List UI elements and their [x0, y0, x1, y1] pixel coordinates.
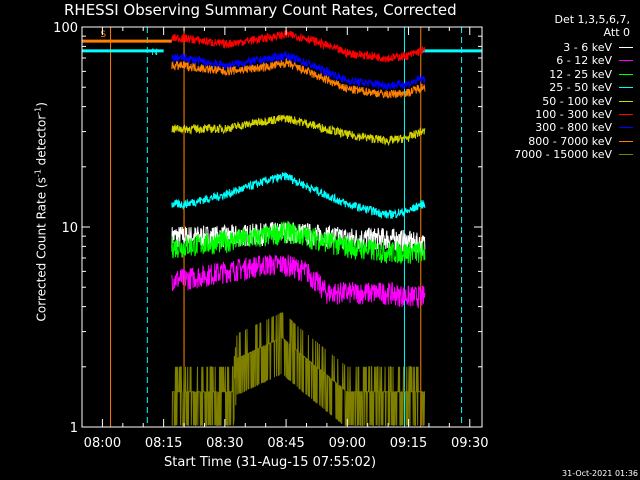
legend: 3 - 6 keV 6 - 12 keV 12 - 25 keV 25 - 50 ke… [486, 41, 636, 162]
y-tick-label: 100 [53, 21, 78, 36]
series-line [171, 221, 426, 265]
legend-item: 6 - 12 keV [486, 54, 636, 67]
legend-swatch [619, 73, 633, 75]
tick-labels: 08:00 08:15 08:30 08:45 09:00 09:15 09:30 1 10 10… [53, 21, 488, 451]
axes [81, 26, 483, 428]
flag-bars: SN [82, 30, 482, 58]
legend-item: 25 - 50 keV [486, 81, 636, 94]
legend-label: 6 - 12 keV [556, 54, 612, 68]
legend-item: 3 - 6 keV [486, 41, 636, 54]
x-tick-label: 08:45 [267, 436, 304, 451]
legend-item: 800 - 7000 keV [486, 135, 636, 148]
y-axis-label-text: detector [34, 114, 49, 170]
series-line [171, 57, 426, 99]
legend-swatch [619, 47, 633, 48]
generation-timestamp: 31-Oct-2021 01:36 [562, 469, 638, 478]
series-line [171, 114, 426, 147]
detector-info-line: Det 1,3,5,6,7, [554, 13, 630, 26]
y-axis-label-text: ) [34, 102, 49, 107]
detector-info-line: Att 0 [603, 26, 630, 39]
y-axis-label-text: Corrected Count Rate (s [34, 177, 49, 322]
legend-label: 7000 - 15000 keV [514, 148, 612, 162]
y-axis-label: Corrected Count Rate (s-1 detector-1) [33, 102, 49, 322]
legend-label: 50 - 100 keV [542, 94, 612, 108]
y-axis-label-exp: -1 [33, 169, 43, 178]
series-line [171, 50, 426, 91]
flag-label: S [100, 30, 106, 40]
x-tick-label: 08:30 [206, 436, 243, 451]
series-line [171, 171, 426, 220]
series-line [171, 254, 426, 309]
x-tick-label: 09:00 [329, 436, 366, 451]
legend-swatch [619, 87, 633, 89]
legend-swatch [619, 100, 633, 102]
data-series [171, 30, 426, 426]
legend-item: 100 - 300 keV [486, 108, 636, 121]
legend-item: 12 - 25 keV [486, 68, 636, 81]
series-line [171, 30, 426, 63]
legend-label: 3 - 6 keV [563, 41, 612, 54]
x-tick-label: 09:30 [451, 436, 488, 451]
legend-label: 25 - 50 keV [549, 81, 612, 95]
x-tick-label: 09:15 [390, 436, 427, 451]
x-tick-label: 08:00 [84, 436, 121, 451]
legend-label: 12 - 25 keV [549, 67, 612, 81]
series-line [171, 311, 425, 426]
detector-info: Det 1,3,5,6,7, Att 0 [554, 13, 630, 39]
legend-item: 300 - 800 keV [486, 121, 636, 134]
vertical-markers [110, 27, 463, 427]
y-tick-label: 1 [70, 421, 78, 436]
legend-swatch [619, 127, 633, 129]
legend-item: 50 - 100 keV [486, 95, 636, 108]
y-axis-label-exp: -1 [33, 106, 43, 115]
x-tick-label: 08:15 [145, 436, 182, 451]
legend-swatch [619, 154, 633, 156]
legend-swatch [619, 113, 633, 115]
y-tick-label: 10 [61, 221, 78, 236]
legend-label: 800 - 7000 keV [528, 134, 612, 148]
legend-item: 7000 - 15000 keV [486, 148, 636, 161]
chart-title: RHESSI Observing Summary Count Rates, Co… [64, 1, 457, 19]
legend-label: 100 - 300 keV [535, 107, 612, 121]
legend-swatch [619, 60, 633, 62]
x-axis-label: Start Time (31-Aug-15 07:55:02) [164, 455, 377, 470]
legend-label: 300 - 800 keV [535, 121, 612, 135]
legend-swatch [619, 140, 633, 142]
flag-label: N [151, 48, 158, 58]
